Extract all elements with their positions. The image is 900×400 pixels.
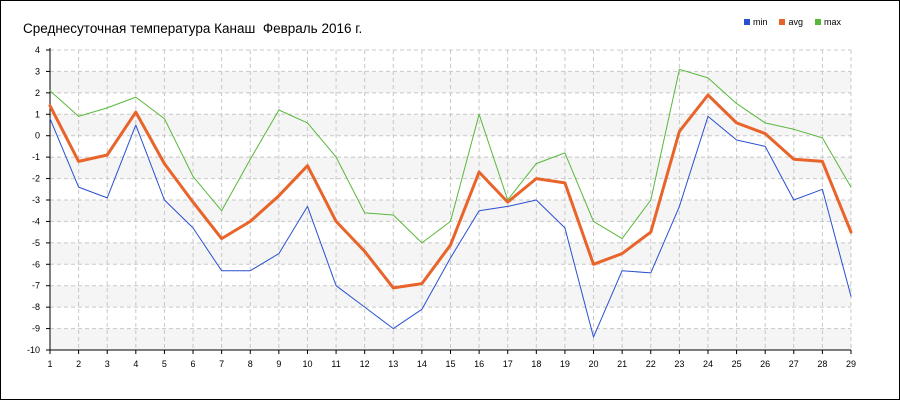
x-tick-label: 26 bbox=[760, 359, 770, 369]
x-tick-label: 19 bbox=[560, 359, 570, 369]
x-tick-label: 17 bbox=[503, 359, 513, 369]
x-tick-label: 28 bbox=[817, 359, 827, 369]
legend-swatch-min bbox=[743, 19, 750, 25]
x-tick-label: 29 bbox=[846, 359, 856, 369]
y-tick-label: -5 bbox=[32, 238, 40, 248]
x-tick-label: 20 bbox=[589, 359, 599, 369]
y-tick-label: -7 bbox=[32, 281, 40, 291]
y-tick-label: 2 bbox=[35, 88, 40, 98]
series-line-max bbox=[49, 68, 852, 244]
x-tick-label: 1 bbox=[47, 359, 52, 369]
x-tick-label: 10 bbox=[302, 359, 312, 369]
y-tick-label: 1 bbox=[35, 109, 40, 119]
legend-label-max: max bbox=[823, 17, 841, 27]
x-tick-label: 6 bbox=[191, 359, 196, 369]
x-tick-label: 15 bbox=[445, 359, 455, 369]
x-tick-label: 22 bbox=[646, 359, 656, 369]
x-tick-label: 27 bbox=[789, 359, 799, 369]
x-tick-label: 9 bbox=[276, 359, 281, 369]
chart-title: Среднесуточная температура Канаш Февраль… bbox=[23, 21, 363, 36]
x-tick-label: 8 bbox=[248, 359, 253, 369]
y-tick-label: -6 bbox=[32, 259, 40, 269]
x-tick-label: 11 bbox=[331, 359, 340, 369]
x-tick-label: 3 bbox=[105, 359, 110, 369]
x-tick-label: 12 bbox=[360, 359, 370, 369]
legend-swatch-max bbox=[814, 19, 821, 25]
y-tick-label: -2 bbox=[32, 174, 40, 184]
x-tick-label: 7 bbox=[219, 359, 224, 369]
series-line-min bbox=[49, 115, 852, 338]
plot-band bbox=[50, 157, 851, 179]
x-tick-label: 5 bbox=[162, 359, 167, 369]
y-tick-label: 3 bbox=[35, 66, 40, 76]
x-tick-label: 2 bbox=[76, 359, 81, 369]
x-tick-label: 14 bbox=[417, 359, 427, 369]
legend-label-min: min bbox=[752, 17, 768, 27]
legend: min avg max bbox=[743, 17, 841, 27]
legend-item-avg: avg bbox=[779, 17, 803, 27]
y-tick-label: -3 bbox=[32, 195, 40, 205]
x-tick-label: 13 bbox=[388, 359, 398, 369]
legend-swatch-avg bbox=[779, 19, 786, 25]
y-tick-label: -8 bbox=[32, 302, 40, 312]
y-tick-label: 4 bbox=[35, 45, 40, 55]
x-tick-label: 23 bbox=[674, 359, 684, 369]
legend-label-avg: avg bbox=[788, 17, 803, 27]
x-tick-label: 25 bbox=[732, 359, 742, 369]
y-tick-label: -10 bbox=[27, 345, 40, 355]
y-tick-label: -9 bbox=[32, 324, 40, 334]
x-tick-label: 24 bbox=[703, 359, 713, 369]
y-tick-label: -4 bbox=[32, 216, 40, 226]
y-tick-label: 0 bbox=[35, 131, 40, 141]
series-line-avg bbox=[48, 93, 853, 290]
legend-item-min: min bbox=[743, 17, 768, 27]
y-tick-label: -1 bbox=[32, 152, 40, 162]
legend-item-max: max bbox=[814, 17, 841, 27]
x-tick-label: 4 bbox=[133, 359, 138, 369]
x-tick-label: 16 bbox=[474, 359, 484, 369]
x-tick-label: 21 bbox=[617, 359, 627, 369]
x-tick-label: 18 bbox=[531, 359, 541, 369]
